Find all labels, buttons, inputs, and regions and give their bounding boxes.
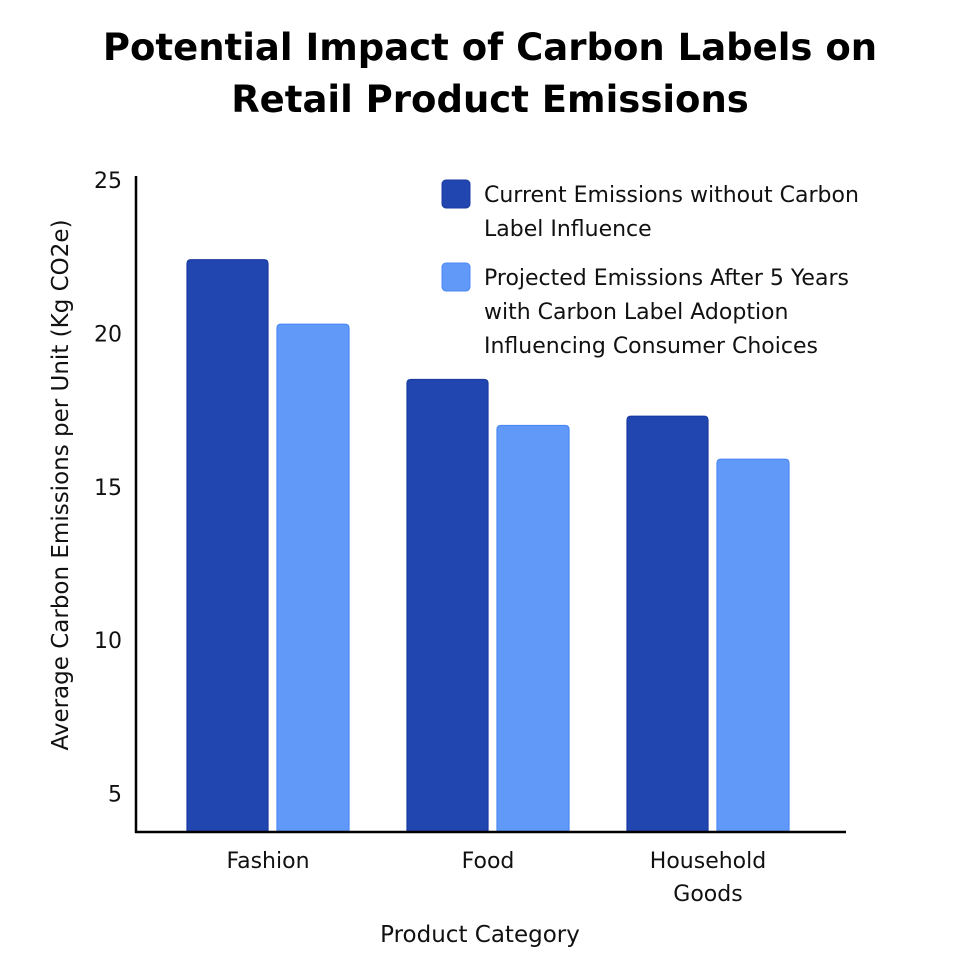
x-tick-label: Food — [462, 849, 515, 874]
x-axis-label: Product Category — [380, 922, 580, 948]
bar-food-series-1 — [406, 378, 489, 833]
legend-label-series-1: Label Influence — [484, 217, 652, 242]
bar-fashion-series-1 — [186, 259, 269, 833]
bar-food-series-2 — [496, 424, 570, 833]
legend-label-series-2: with Carbon Label Adoption — [484, 300, 788, 325]
y-tick-label: 5 — [108, 783, 122, 808]
y-tick-label: 15 — [94, 476, 122, 501]
y-tick-label: 10 — [94, 629, 122, 654]
legend-label-series-2: Projected Emissions After 5 Years — [484, 266, 849, 291]
chart-title-line-2: Retail Product Emissions — [231, 78, 749, 121]
legend-label-series-1: Current Emissions without Carbon — [484, 183, 859, 208]
chart-title: Potential Impact of Carbon Labels on Ret… — [0, 22, 980, 126]
legend-swatch-series-2 — [441, 262, 471, 292]
x-tick-label: Household — [650, 849, 766, 874]
legend-swatch-series-1 — [441, 179, 471, 209]
bar-household-goods-series-2 — [716, 458, 790, 833]
bar-household-goods-series-1 — [626, 415, 709, 833]
x-tick-label: Fashion — [226, 849, 309, 874]
legend-label-series-2: Influencing Consumer Choices — [484, 334, 818, 359]
x-tick-label: Goods — [673, 882, 742, 907]
y-tick-label: 25 — [94, 169, 122, 194]
y-tick-label: 20 — [94, 322, 122, 347]
bar-fashion-series-2 — [276, 323, 350, 833]
y-axis-label: Average Carbon Emissions per Unit (Kg CO… — [48, 219, 74, 750]
chart-title-line-1: Potential Impact of Carbon Labels on — [102, 26, 878, 69]
